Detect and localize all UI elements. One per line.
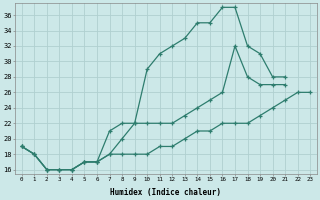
X-axis label: Humidex (Indice chaleur): Humidex (Indice chaleur) bbox=[110, 188, 221, 197]
